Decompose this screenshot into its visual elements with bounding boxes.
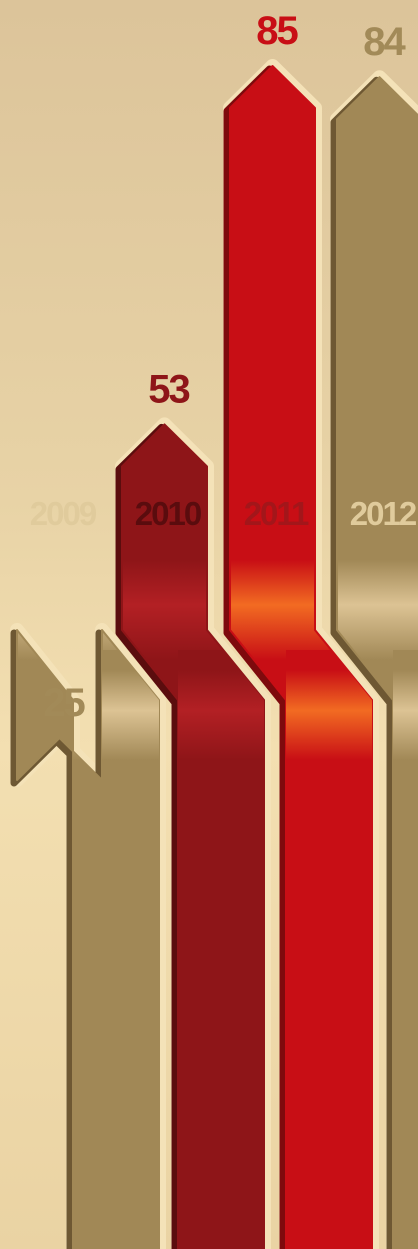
year-label-2009: 2009	[30, 495, 97, 532]
bar-band	[286, 650, 372, 790]
year-label-2011: 2011	[244, 495, 309, 532]
year-label-2010: 2010	[135, 495, 201, 532]
bar-band	[178, 650, 264, 790]
bar-2010	[121, 423, 265, 1249]
bar-2012	[336, 76, 418, 1249]
bar-band	[393, 650, 418, 790]
value-label-2009: 25	[43, 681, 85, 725]
value-label-2011: 85	[256, 9, 298, 53]
value-label-2010: 53	[148, 367, 189, 411]
value-label-2012: 84	[363, 20, 406, 64]
year-label-2012: 2012	[350, 495, 417, 532]
